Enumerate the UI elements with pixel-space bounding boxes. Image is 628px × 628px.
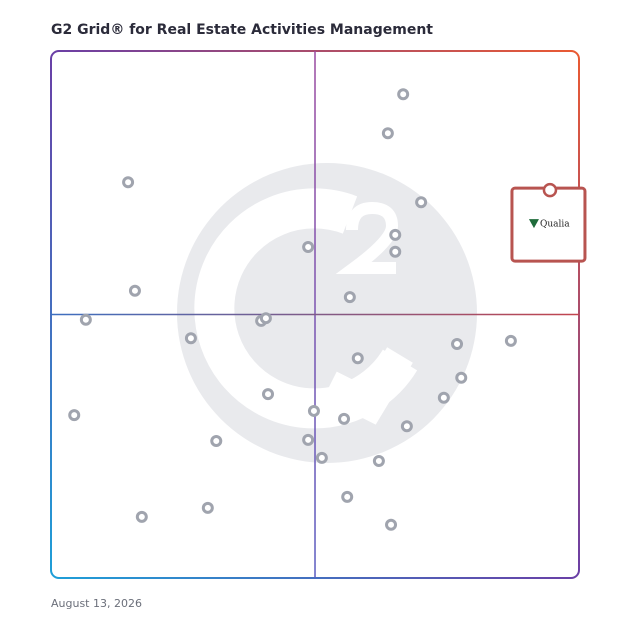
product-point: [437, 391, 450, 404]
product-point: [455, 371, 468, 384]
product-point: [128, 284, 141, 297]
chart-title: G2 Grid® for Real Estate Activities Mana…: [51, 22, 433, 38]
product-point: [542, 182, 558, 198]
product-point: [351, 352, 364, 365]
product-point: [122, 176, 135, 189]
product-point: [307, 404, 320, 417]
product-point: [210, 434, 223, 447]
product-point: [389, 245, 402, 258]
product-point: [381, 127, 394, 140]
product-point: [372, 455, 385, 468]
product-point: [79, 313, 92, 326]
product-point: [259, 312, 272, 325]
date: August 13, 2026: [51, 597, 142, 610]
product-point: [343, 291, 356, 304]
product-point: [302, 433, 315, 446]
product-point: [302, 241, 315, 254]
product-point: [415, 196, 428, 209]
product-logo: [528, 219, 539, 229]
product-point: [504, 334, 517, 347]
product-point: [341, 490, 354, 503]
product-point: [262, 388, 275, 401]
product-point: [184, 332, 197, 345]
watermark: [177, 163, 477, 463]
product-name: Qualia: [540, 220, 570, 230]
product-point: [68, 409, 81, 422]
product-point: [400, 420, 413, 433]
product-point: [135, 510, 148, 523]
product-point: [389, 228, 402, 241]
product-point: [315, 451, 328, 464]
product-point: [397, 88, 410, 101]
product-point: [451, 338, 464, 351]
product-point: [385, 518, 398, 531]
product-point: [338, 412, 351, 425]
product-point: [201, 501, 214, 514]
